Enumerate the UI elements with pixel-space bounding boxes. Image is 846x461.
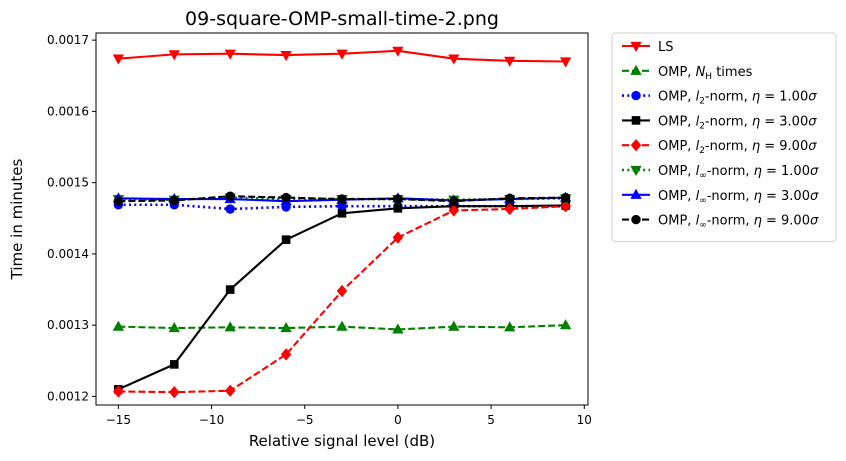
data-point (224, 49, 236, 60)
data-point (281, 235, 291, 244)
legend-label: OMP, l2-norm, η = 1.00σ (658, 90, 817, 107)
data-point (336, 284, 348, 298)
data-point (280, 348, 292, 361)
legend-label: OMP, NH times (658, 65, 753, 82)
y-axis: 0.0012 0.0013 0.0014 0.0015 0.0016 0.0017 (47, 33, 96, 403)
legend-item: OMP, l∞-norm, η = 3.00σ (622, 188, 819, 206)
data-point (112, 54, 125, 65)
data-point (560, 192, 571, 203)
data-point (448, 320, 460, 331)
legend-label: OMP, l∞-norm, η = 9.00σ (658, 214, 819, 231)
y-tick-label: 0.0015 (47, 176, 89, 190)
data-point (113, 385, 124, 398)
data-point (168, 50, 180, 61)
data-point (280, 50, 292, 62)
data-point (169, 386, 180, 399)
data-point (336, 49, 348, 60)
legend-item: OMP, l2-norm, η = 1.00σ (622, 90, 817, 107)
y-tick-label: 0.0017 (47, 33, 89, 47)
legend-label: LS (658, 40, 674, 55)
x-tick-label: 10 (577, 413, 592, 427)
data-point (280, 322, 292, 333)
y-tick-label: 0.0013 (47, 318, 89, 332)
legend-item: OMP, l2-norm, η = 9.00σ (622, 139, 817, 156)
x-tick-label: 5 (487, 413, 495, 427)
legend-marker (631, 214, 641, 225)
data-point (559, 57, 572, 68)
data-point (224, 384, 236, 397)
data-point (505, 193, 515, 204)
data-point (337, 194, 347, 204)
data-point (392, 46, 404, 57)
series-0 (112, 46, 572, 68)
legend-box (611, 32, 837, 242)
legend-label: OMP, l2-norm, η = 3.00σ (658, 114, 817, 131)
data-point (113, 196, 124, 206)
legend-marker (630, 165, 642, 177)
series-3 (114, 201, 570, 394)
data-point (560, 200, 571, 213)
x-tick-label: −5 (296, 413, 314, 427)
data-point (225, 285, 235, 294)
legend-marker (630, 41, 642, 53)
legend-marker (631, 90, 641, 101)
legend-item: OMP, l∞-norm, η = 1.00σ (622, 164, 819, 181)
data-point (504, 202, 515, 216)
data-point (392, 231, 404, 244)
series-layer (112, 46, 572, 399)
data-point (225, 191, 235, 201)
data-point (393, 204, 403, 213)
data-point (112, 320, 125, 331)
data-point (168, 322, 180, 333)
legend-label: OMP, l∞-norm, η = 3.00σ (658, 189, 819, 206)
x-tick-label: −15 (106, 413, 131, 427)
legend-marker (630, 139, 642, 152)
series-line (117, 204, 566, 391)
series-line (118, 205, 566, 394)
data-point (448, 204, 460, 217)
legend-marker (631, 116, 641, 125)
data-point (169, 195, 179, 206)
data-point (504, 321, 516, 332)
y-tick-label: 0.0016 (47, 104, 89, 118)
data-point (448, 54, 460, 65)
legend-item: OMP, l2-norm, η = 3.00σ (622, 114, 817, 131)
data-point (336, 320, 348, 331)
y-tick-label: 0.0014 (47, 247, 89, 261)
series-7 (113, 191, 571, 206)
legend-marker (630, 188, 642, 199)
legend-label: OMP, l∞-norm, η = 1.00σ (658, 164, 819, 181)
data-point (393, 194, 403, 204)
data-point (392, 323, 404, 334)
x-axis-label: Relative signal level (dB) (249, 432, 435, 450)
data-point (281, 192, 291, 203)
series-1 (112, 319, 572, 334)
series-4 (113, 200, 571, 399)
x-axis: −15 −10 −5 0 5 10 (106, 405, 592, 427)
data-point (224, 321, 236, 332)
x-tick-label: 0 (394, 413, 402, 427)
x-tick-label: −10 (199, 413, 224, 427)
data-point (169, 360, 179, 369)
data-point (559, 319, 572, 330)
legend-marker (630, 64, 642, 75)
y-axis-label: Time in minutes (8, 158, 26, 280)
legend: LS OMP, NH times OMP, l2-norm, η = 1.00σ OM… (611, 32, 837, 242)
y-tick-label: 0.0012 (47, 389, 89, 403)
chart-title: 09-square-OMP-small-time-2.png (185, 8, 499, 30)
data-point (449, 196, 459, 206)
legend-label: OMP, l2-norm, η = 9.00σ (658, 139, 817, 156)
data-point (337, 208, 347, 218)
data-point (225, 204, 235, 214)
legend-item: LS (622, 40, 674, 55)
data-point (504, 56, 516, 67)
plot-area (95, 32, 589, 406)
legend-item: OMP, l∞-norm, η = 9.00σ (622, 214, 819, 231)
legend-item: OMP, NH times (622, 64, 753, 82)
